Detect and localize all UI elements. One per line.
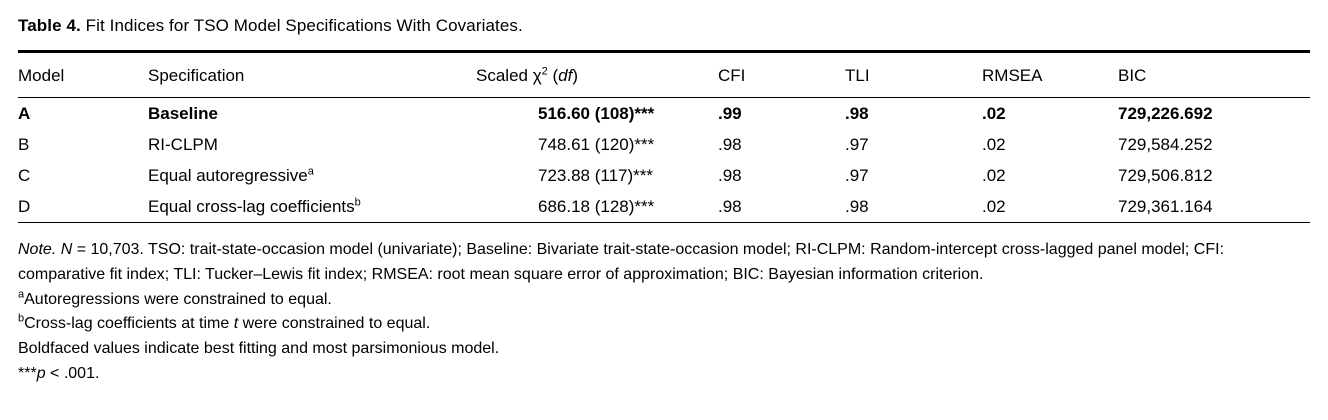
footnote-a-text: Autoregressions were constrained to equa… (24, 290, 332, 308)
table-row-a: A Baseline 516.60 (108)*** .99 .98 .02 7… (18, 98, 1310, 130)
specification-footnote-mark: a (307, 165, 314, 178)
note-label: Note. (18, 241, 57, 258)
header-row: Model Specification Scaled χ2 (df) CFI T… (18, 51, 1310, 98)
cell-cfi: .98 (718, 197, 742, 216)
note-general: Note. N = 10,703. TSO: trait-state-occas… (18, 238, 1310, 288)
col-header-bic: BIC (1118, 51, 1310, 98)
table-title: Table 4. Fit Indices for TSO Model Speci… (18, 16, 1310, 36)
cell-bic: 729,226.692 (1118, 104, 1213, 123)
cell-specification: Baseline (148, 98, 476, 130)
specification-text: Equal cross-lag coefficients (148, 197, 355, 216)
chi-paren-close: ) (572, 66, 579, 85)
footnote-b-text-pre: Cross-lag coefficients at time (24, 315, 234, 333)
cell-specification: Equal cross-lag coefficientsb (148, 191, 476, 223)
cell-specification: RI-CLPM (148, 129, 476, 160)
cell-rmsea: .02 (982, 135, 1006, 154)
chi-df-label: df (558, 66, 573, 85)
col-header-chi: Scaled χ2 (df) (476, 51, 718, 98)
note-general-text: = 10,703. TSO: trait-state-occasion mode… (18, 241, 1225, 283)
cell-chi: 723.88 (117)*** (538, 166, 653, 185)
cell-cfi: .98 (718, 166, 742, 185)
cell-tli: .98 (845, 104, 869, 123)
footnote-b-t-symbol: t (233, 315, 239, 333)
table-row-c: C Equal autoregressivea 723.88 (117)*** … (18, 160, 1310, 191)
significance-text: < .001. (45, 364, 100, 382)
cell-bic: 729,584.252 (1118, 135, 1213, 154)
footnote-a-mark: a (18, 288, 25, 301)
col-header-rmsea: RMSEA (982, 51, 1118, 98)
cell-cfi: .99 (718, 104, 742, 123)
note-footnote-a: aAutoregressions were constrained to equ… (18, 288, 1310, 313)
note-n-symbol: N (56, 241, 73, 258)
chi-superscript: 2 (541, 65, 548, 78)
cell-rmsea: .02 (982, 197, 1006, 216)
cell-tli: .98 (845, 197, 869, 216)
cell-tli: .97 (845, 135, 869, 154)
footnote-b-text-post: were constrained to equal. (238, 315, 431, 333)
cell-chi: 748.61 (120)*** (538, 135, 655, 154)
cell-chi: 516.60 (108)*** (538, 104, 655, 123)
cell-rmsea: .02 (982, 166, 1006, 185)
footnote-b-mark: b (18, 313, 25, 326)
cell-bic: 729,361.164 (1118, 197, 1213, 216)
chi-label: Scaled χ (476, 66, 542, 85)
cell-model: B (18, 135, 30, 154)
cell-model: C (18, 166, 31, 185)
significance-stars: *** (18, 364, 37, 382)
fit-indices-table: Model Specification Scaled χ2 (df) CFI T… (18, 50, 1310, 223)
cell-tli: .97 (845, 166, 869, 185)
cell-specification: Equal autoregressivea (148, 160, 476, 191)
col-header-specification: Specification (148, 51, 476, 98)
note-significance: ***p < .001. (18, 362, 1310, 387)
specification-text: Baseline (148, 104, 218, 123)
table-row-b: B RI-CLPM 748.61 (120)*** .98 .97 .02 72… (18, 129, 1310, 160)
significance-p-symbol: p (36, 364, 46, 382)
table-caption: Fit Indices for TSO Model Specifications… (80, 16, 523, 35)
cell-model: A (18, 104, 31, 123)
cell-chi: 686.18 (128)*** (538, 197, 655, 216)
note-footnote-b: bCross-lag coefficients at time t were c… (18, 312, 1310, 337)
col-header-cfi: CFI (718, 51, 845, 98)
cell-rmsea: .02 (982, 104, 1006, 123)
table-notes: Note. N = 10,703. TSO: trait-state-occas… (18, 238, 1310, 387)
specification-text: Equal autoregressive (148, 166, 308, 185)
col-header-tli: TLI (845, 51, 982, 98)
cell-bic: 729,506.812 (1118, 166, 1213, 185)
specification-text: RI-CLPM (148, 135, 218, 154)
col-header-model: Model (18, 51, 148, 98)
chi-paren-open: ( (547, 66, 559, 85)
note-boldface: Boldfaced values indicate best fitting a… (18, 340, 500, 358)
table-number: Table 4. (18, 16, 81, 35)
table-row-d: D Equal cross-lag coefficientsb 686.18 (… (18, 191, 1310, 223)
cell-cfi: .98 (718, 135, 742, 154)
specification-footnote-mark: b (354, 196, 361, 209)
cell-model: D (18, 197, 31, 216)
